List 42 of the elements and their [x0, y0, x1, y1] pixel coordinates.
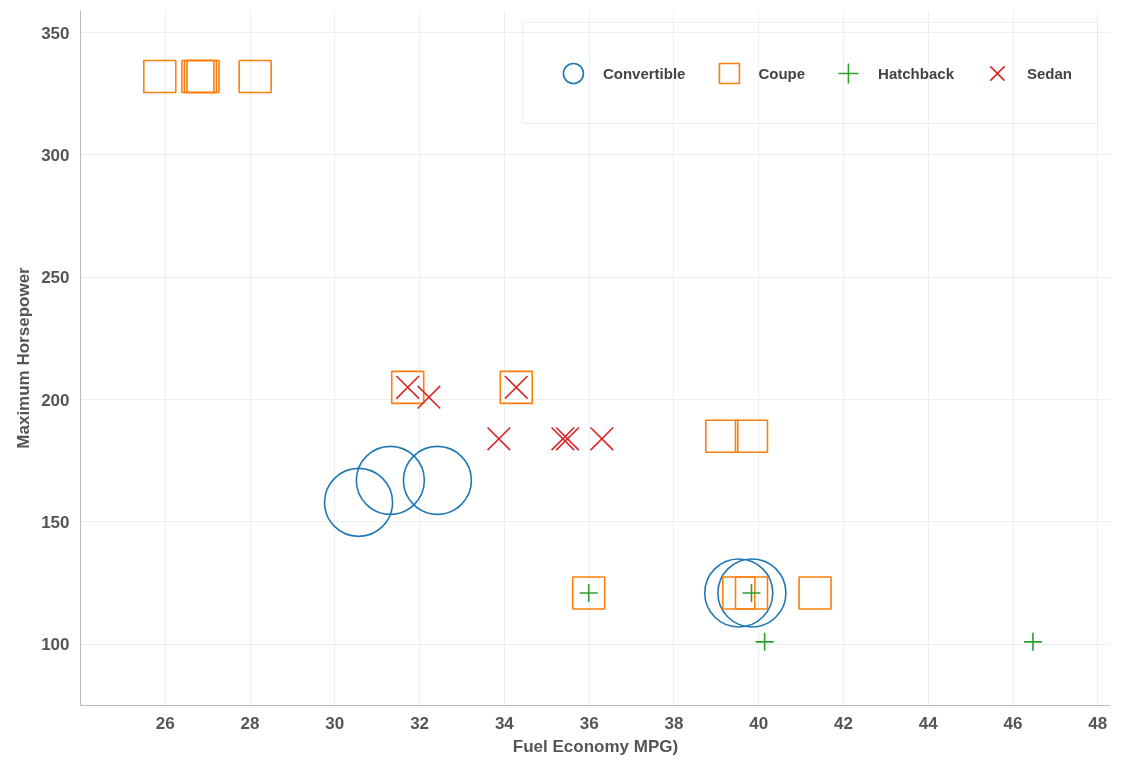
- y-tick-label: 100: [41, 635, 70, 655]
- point: [717, 558, 787, 628]
- point: [142, 59, 177, 94]
- x-tick-label: 30: [325, 713, 345, 733]
- legend-label: Sedan: [1026, 64, 1072, 82]
- y-tick-label: 200: [41, 390, 70, 410]
- point: [754, 632, 775, 652]
- point: [734, 419, 769, 454]
- point: [402, 445, 473, 516]
- point: [703, 558, 774, 628]
- legend-label: Hatchback: [878, 64, 954, 82]
- legend-label: Convertible: [602, 64, 686, 82]
- y-axis-title: Maximum Horsepower: [14, 266, 34, 449]
- point: [486, 426, 511, 451]
- point: [238, 59, 272, 94]
- y-tick-label: 300: [41, 145, 70, 165]
- x-tick-label: 26: [155, 713, 175, 733]
- point: [1023, 632, 1043, 652]
- x-tick-label: 48: [1088, 713, 1108, 733]
- point: [589, 426, 614, 451]
- x-tick-label: 34: [494, 713, 515, 733]
- point: [705, 419, 739, 454]
- point: [416, 385, 442, 410]
- y-tick-label: 150: [41, 512, 70, 532]
- x-tick-label: 46: [1003, 713, 1023, 733]
- legend-label: Coupe: [758, 64, 806, 82]
- x-tick-label: 40: [749, 713, 769, 733]
- point: [550, 426, 575, 451]
- x-tick-label: 36: [579, 713, 599, 733]
- x-tick-label: 42: [834, 713, 853, 733]
- point: [355, 445, 426, 516]
- x-tick-label: 44: [918, 713, 939, 733]
- x-tick-label: 28: [240, 713, 260, 733]
- y-tick-label: 250: [41, 268, 70, 288]
- x-tick-label: 32: [410, 713, 430, 733]
- y-tick-label: 350: [41, 23, 70, 43]
- x-axis-title: Fuel Economy MPG): [512, 736, 679, 756]
- point: [798, 576, 832, 610]
- point: [555, 426, 580, 451]
- point: [323, 467, 394, 538]
- point: [571, 576, 606, 610]
- x-tick-label: 38: [664, 713, 684, 733]
